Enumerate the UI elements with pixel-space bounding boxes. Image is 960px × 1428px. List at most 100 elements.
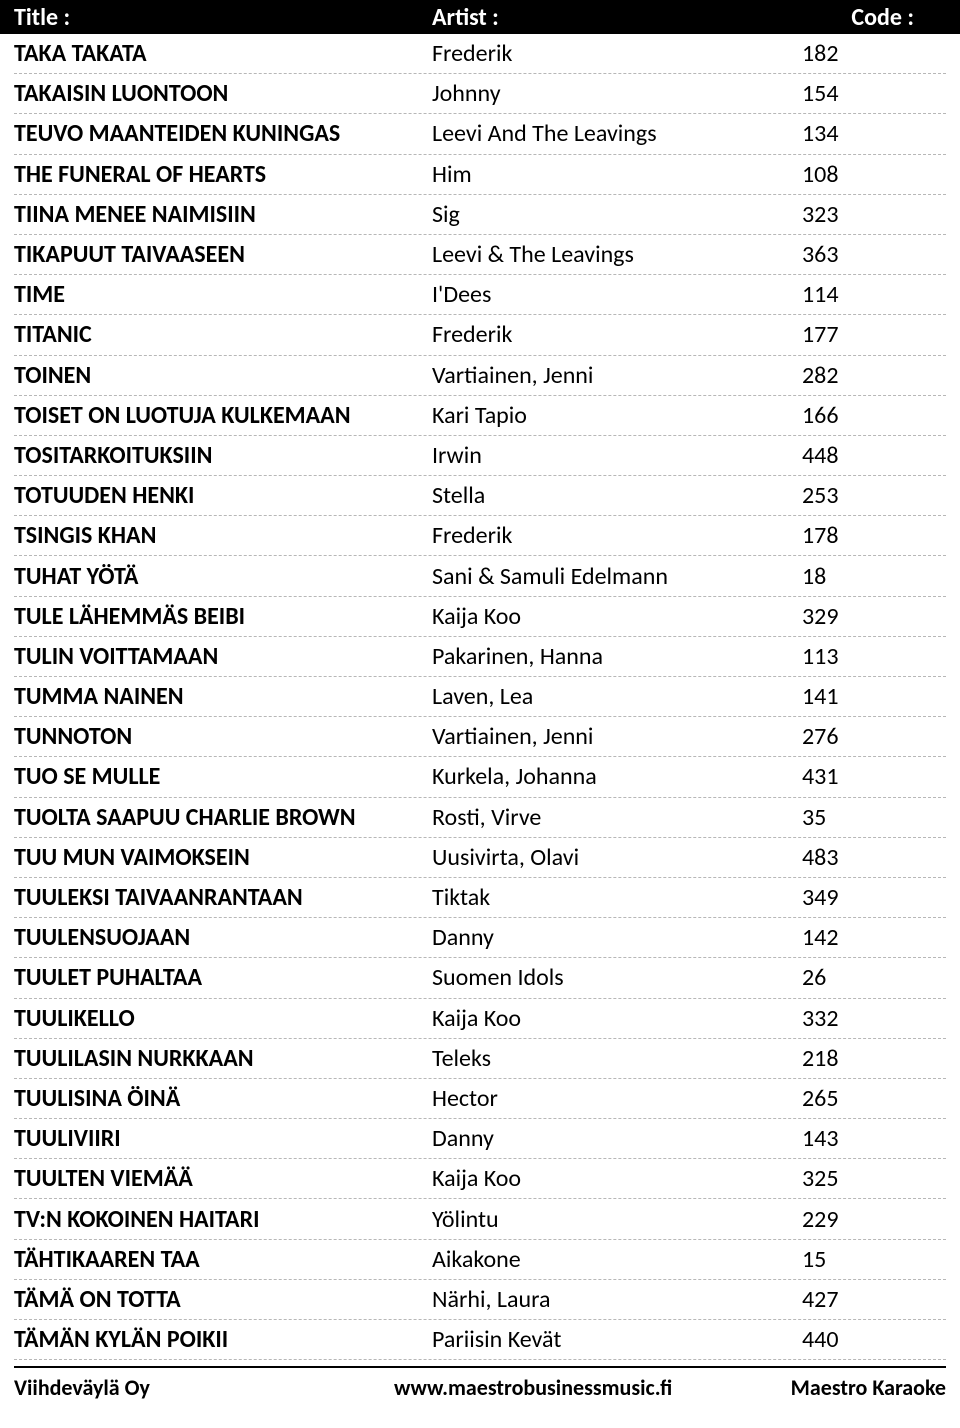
cell-artist: Hector	[432, 1084, 802, 1113]
cell-code: 332	[802, 1004, 946, 1033]
footer-product: Maestro Karaoke	[754, 1374, 946, 1401]
cell-title: TOTUUDEN HENKI	[14, 481, 432, 510]
table-row: TUO SE MULLEKurkela, Johanna431	[14, 757, 946, 797]
cell-artist: Leevi & The Leavings	[432, 240, 802, 269]
cell-title: TULE LÄHEMMÄS BEIBI	[14, 602, 432, 631]
cell-title: TUULILASIN NURKKAAN	[14, 1044, 432, 1073]
cell-artist: Tiktak	[432, 883, 802, 912]
cell-title: TUULIVIIRI	[14, 1124, 432, 1153]
cell-title: TÄMÄ ON TOTTA	[14, 1285, 432, 1314]
cell-artist: Kaija Koo	[432, 1004, 802, 1033]
header-title: Title :	[14, 3, 432, 32]
cell-code: 427	[802, 1285, 946, 1314]
cell-title: TUULET PUHALTAA	[14, 963, 432, 992]
cell-title: THE FUNERAL OF HEARTS	[14, 160, 432, 189]
cell-artist: Pariisin Kevät	[432, 1325, 802, 1354]
table-row: TIMEI'Dees114	[14, 275, 946, 315]
cell-artist: Frederik	[432, 320, 802, 349]
cell-title: TÄHTIKAAREN TAA	[14, 1245, 432, 1274]
cell-artist: Stella	[432, 481, 802, 510]
table-row: TSINGIS KHANFrederik178	[14, 516, 946, 556]
cell-artist: Frederik	[432, 521, 802, 550]
table-row: TULIN VOITTAMAANPakarinen, Hanna113	[14, 637, 946, 677]
table-row: TOTUUDEN HENKIStella253	[14, 476, 946, 516]
cell-artist: Uusivirta, Olavi	[432, 843, 802, 872]
cell-code: 363	[802, 240, 946, 269]
table-row: TUULENSUOJAANDanny142	[14, 918, 946, 958]
cell-artist: Laven, Lea	[432, 682, 802, 711]
page-footer: Viihdeväylä Oy www.maestrobusinessmusic.…	[14, 1366, 946, 1413]
footer-company: Viihdeväylä Oy	[14, 1374, 394, 1401]
cell-title: TUULISINA ÖINÄ	[14, 1084, 432, 1113]
cell-code: 177	[802, 320, 946, 349]
cell-artist: Sani & Samuli Edelmann	[432, 562, 802, 591]
table-row: TAKAISIN LUONTOONJohnny154	[14, 74, 946, 114]
table-row: TUULTEN VIEMÄÄKaija Koo325	[14, 1159, 946, 1199]
cell-title: TUMMA NAINEN	[14, 682, 432, 711]
cell-code: 114	[802, 280, 946, 309]
cell-artist: Danny	[432, 923, 802, 952]
cell-code: 26	[802, 963, 946, 992]
cell-title: TUULEKSI TAIVAANRANTAAN	[14, 883, 432, 912]
cell-title: TOSITARKOITUKSIIN	[14, 441, 432, 470]
table-row: TOSITARKOITUKSIINIrwin448	[14, 436, 946, 476]
cell-title: TAKAISIN LUONTOON	[14, 79, 432, 108]
cell-artist: Sig	[432, 200, 802, 229]
cell-artist: Kaija Koo	[432, 602, 802, 631]
cell-code: 182	[802, 39, 946, 68]
cell-code: 141	[802, 682, 946, 711]
cell-artist: Danny	[432, 1124, 802, 1153]
cell-title: TSINGIS KHAN	[14, 521, 432, 550]
cell-code: 142	[802, 923, 946, 952]
cell-title: TEUVO MAANTEIDEN KUNINGAS	[14, 119, 432, 148]
cell-artist: Kaija Koo	[432, 1164, 802, 1193]
cell-artist: Kari Tapio	[432, 401, 802, 430]
header-artist: Artist :	[432, 3, 802, 32]
cell-artist: Aikakone	[432, 1245, 802, 1274]
cell-artist: Johnny	[432, 79, 802, 108]
cell-code: 113	[802, 642, 946, 671]
table-row: TUULIKELLOKaija Koo332	[14, 999, 946, 1039]
cell-title: TUNNOTON	[14, 722, 432, 751]
karaoke-song-list-page: Title : Artist : Code : TAKA TAKATAFrede…	[0, 0, 960, 1413]
cell-artist: Rosti, Virve	[432, 803, 802, 832]
cell-code: 265	[802, 1084, 946, 1113]
cell-artist: Irwin	[432, 441, 802, 470]
cell-title: TUHAT YÖTÄ	[14, 562, 432, 591]
cell-title: TUOLTA SAAPUU CHARLIE BROWN	[14, 803, 432, 832]
cell-artist: Kurkela, Johanna	[432, 762, 802, 791]
table-row: TITANICFrederik177	[14, 315, 946, 355]
cell-code: 253	[802, 481, 946, 510]
cell-artist: Yölintu	[432, 1205, 802, 1234]
table-row: TIINA MENEE NAIMISIINSig323	[14, 195, 946, 235]
cell-code: 108	[802, 160, 946, 189]
cell-code: 483	[802, 843, 946, 872]
cell-title: TV:N KOKOINEN HAITARI	[14, 1205, 432, 1234]
table-row: TUMMA NAINENLaven, Lea141	[14, 677, 946, 717]
table-row: TUU MUN VAIMOKSEINUusivirta, Olavi483	[14, 838, 946, 878]
table-row: TUHAT YÖTÄSani & Samuli Edelmann18	[14, 556, 946, 596]
cell-code: 325	[802, 1164, 946, 1193]
cell-code: 282	[802, 361, 946, 390]
cell-code: 218	[802, 1044, 946, 1073]
table-row: TIKAPUUT TAIVAASEENLeevi & The Leavings3…	[14, 235, 946, 275]
cell-code: 448	[802, 441, 946, 470]
cell-code: 276	[802, 722, 946, 751]
cell-code: 143	[802, 1124, 946, 1153]
table-row: TULE LÄHEMMÄS BEIBIKaija Koo329	[14, 597, 946, 637]
cell-code: 154	[802, 79, 946, 108]
table-row: TÄMÄN KYLÄN POIKIIPariisin Kevät440	[14, 1320, 946, 1360]
table-row: TUULIVIIRIDanny143	[14, 1119, 946, 1159]
cell-artist: Vartiainen, Jenni	[432, 722, 802, 751]
cell-code: 178	[802, 521, 946, 550]
footer-url: www.maestrobusinessmusic.fi	[394, 1374, 754, 1401]
cell-artist: I'Dees	[432, 280, 802, 309]
cell-artist: Frederik	[432, 39, 802, 68]
table-row: TAKA TAKATAFrederik182	[14, 34, 946, 74]
table-body: TAKA TAKATAFrederik182TAKAISIN LUONTOONJ…	[14, 34, 946, 1360]
cell-title: TIINA MENEE NAIMISIIN	[14, 200, 432, 229]
cell-code: 134	[802, 119, 946, 148]
table-row: TUULILASIN NURKKAANTeleks218	[14, 1039, 946, 1079]
cell-code: 18	[802, 562, 946, 591]
table-row: TÄMÄ ON TOTTANärhi, Laura427	[14, 1280, 946, 1320]
